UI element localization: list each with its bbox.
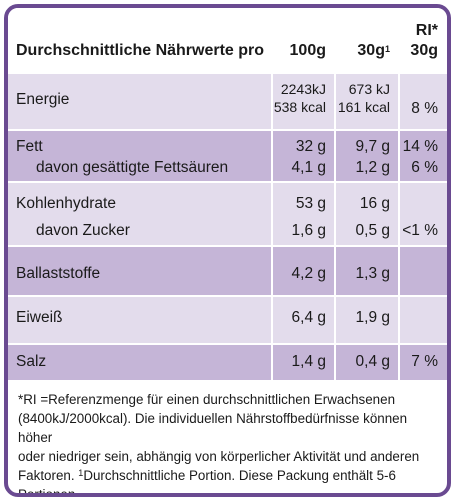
label-gesaettigt: davon gesättigte Fettsäuren — [36, 159, 229, 176]
label-eiweiss: Eiweiß — [16, 309, 63, 326]
salz-ri: 7 % — [411, 353, 438, 370]
fett-ri: 14 % — [402, 138, 438, 155]
row-eiweiss: Eiweiß 6,4 g 1,9 g — [8, 296, 447, 344]
kohlenhydrate-30: 16 g — [359, 195, 390, 212]
salz-100: 1,4 g — [291, 353, 326, 370]
gesaettigt-100: 4,1 g — [291, 159, 326, 176]
nutrition-label: Durchschnittliche Nährwerte pro 100g 30g… — [4, 4, 451, 497]
ballaststoffe-30: 1,3 g — [355, 265, 390, 282]
zucker-30: 0,5 g — [355, 222, 390, 239]
zucker-ri: <1 % — [402, 222, 438, 239]
header-ri: RI* — [415, 22, 438, 39]
header-30g-sup: 1 — [384, 44, 390, 54]
fett-30: 9,7 g — [355, 138, 390, 155]
eiweiss-30: 1,9 g — [355, 309, 390, 326]
energie-ri: 8 % — [411, 100, 438, 117]
row-fett: Fett 32 g 9,7 g 14 % davon gesättigte Fe… — [8, 130, 447, 182]
row-ballaststoffe: Ballaststoffe 4,2 g 1,3 g — [8, 246, 447, 296]
row-divider — [8, 181, 447, 183]
row-kohlenhydrate: Kohlenhydrate 53 g 16 g davon Zucker 1,6… — [8, 182, 447, 246]
gesaettigt-30: 1,2 g — [355, 159, 390, 176]
row-divider — [8, 295, 447, 297]
header-30g: 30g1 — [357, 42, 390, 60]
footnote-sup: 1 — [78, 468, 84, 478]
table-header: Durchschnittliche Nährwerte pro 100g 30g… — [8, 8, 447, 74]
footnote-line: *RI =Referenzmenge für einen durchschnit… — [18, 392, 396, 407]
row-salz: Salz 1,4 g 0,4 g 7 % — [8, 344, 447, 380]
row-divider — [8, 343, 447, 345]
energie-100-kcal: 538 kcal — [273, 99, 326, 115]
label-kohlenhydrate: Kohlenhydrate — [16, 195, 116, 212]
header-title: Durchschnittliche Nährwerte pro — [16, 42, 265, 59]
header-30g-label: 30g — [357, 42, 385, 59]
footnote-text-prefix: Faktoren. — [18, 468, 79, 483]
column-divider — [398, 8, 400, 380]
fett-100: 32 g — [295, 138, 326, 155]
footnote-line: oder niedriger sein, abhängig von körper… — [18, 449, 420, 464]
header-ri-30g: 30g — [410, 42, 438, 59]
footnote-line: (8400kJ/2000kcal). Die individuellen Näh… — [18, 411, 408, 445]
ballaststoffe-100: 4,2 g — [291, 265, 326, 282]
eiweiss-100: 6,4 g — [291, 309, 326, 326]
label-energie: Energie — [16, 91, 70, 108]
footnote-line: Faktoren. 1Durchschnittliche Portion. Di… — [18, 466, 443, 497]
energie-30-kj: 673 kJ — [348, 81, 390, 97]
footnote-text: Durchschnittliche Portion. Diese Packung… — [18, 468, 396, 497]
nutrition-table: Durchschnittliche Nährwerte pro 100g 30g… — [8, 8, 447, 380]
energie-30-kcal: 161 kcal — [337, 99, 390, 115]
label-fett: Fett — [16, 138, 43, 155]
column-divider — [334, 8, 336, 380]
row-energie: Energie 2243kJ 538 kcal 673 kJ 161 kcal … — [8, 74, 447, 130]
label-ballaststoffe: Ballaststoffe — [16, 265, 101, 282]
header-100g: 100g — [289, 42, 326, 59]
label-salz: Salz — [16, 353, 47, 370]
row-divider — [8, 245, 447, 247]
row-divider — [8, 129, 447, 131]
salz-30: 0,4 g — [355, 353, 390, 370]
column-divider — [271, 8, 273, 380]
zucker-100: 1,6 g — [291, 222, 326, 239]
gesaettigt-ri: 6 % — [411, 159, 438, 176]
kohlenhydrate-100: 53 g — [295, 195, 326, 212]
label-zucker: davon Zucker — [36, 222, 130, 239]
footnote: *RI =Referenzmenge für einen durchschnit… — [18, 390, 443, 497]
energie-100-kj: 2243kJ — [280, 81, 326, 97]
